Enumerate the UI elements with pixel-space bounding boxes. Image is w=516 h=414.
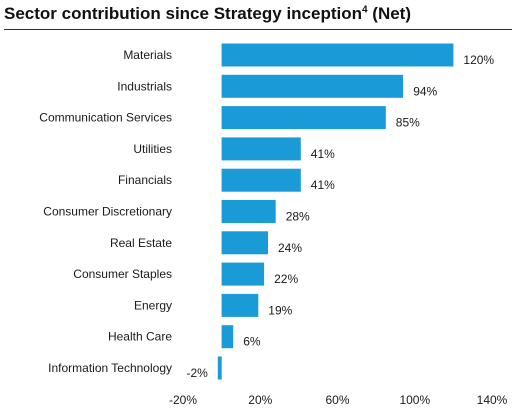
bar-consumer-discretionary [221, 200, 276, 223]
bar-utilities [221, 137, 301, 161]
value-label-utilities: 41% [311, 147, 335, 161]
x-tick-label: -20% [169, 393, 197, 407]
bar-communication-services [221, 106, 386, 130]
category-label-real-estate: Real Estate [110, 236, 172, 250]
x-tick-label: 140% [477, 393, 508, 407]
value-label-real-estate: 24% [278, 241, 302, 255]
value-label-consumer-discretionary: 28% [286, 210, 310, 224]
category-label-industrials: Industrials [117, 79, 172, 93]
bar-consumer-staples [221, 262, 265, 286]
value-label-health-care: 6% [243, 335, 261, 349]
category-label-energy: Energy [134, 298, 172, 312]
title-rule [4, 29, 512, 30]
chart-title-suffix: (Net) [367, 4, 412, 23]
bar-materials [221, 43, 454, 67]
value-label-industrials: 94% [413, 84, 437, 98]
value-labels-layer: 120% 94% 85% 41% 41% 28% 24% 22% 19% 6% -2% [186, 53, 494, 380]
category-label-health-care: Health Care [108, 330, 172, 344]
category-label-information-technology: Information Technology [48, 361, 172, 375]
category-label-consumer-staples: Consumer Staples [73, 267, 172, 281]
x-axis: -20% 20% 60% 100% 140% [169, 393, 508, 407]
value-label-materials: 120% [463, 53, 494, 67]
bar-energy [221, 293, 259, 317]
value-label-consumer-staples: 22% [274, 272, 298, 286]
chart-title: Sector contribution since Strategy incep… [4, 4, 411, 24]
value-label-information-technology: -2% [186, 366, 208, 380]
x-tick-label: 60% [325, 393, 349, 407]
category-label-communication-services: Communication Services [39, 111, 172, 125]
bar-health-care [221, 325, 234, 349]
bar-financials [221, 168, 301, 192]
category-label-utilities: Utilities [133, 142, 172, 156]
category-labels-layer: Materials Industrials Communication Servic… [39, 48, 172, 375]
category-label-financials: Financials [118, 173, 172, 187]
bar-real-estate [221, 231, 268, 255]
category-label-consumer-discretionary: Consumer Discretionary [43, 205, 172, 219]
bar-information-technology [217, 356, 222, 380]
x-tick-label: 20% [248, 393, 272, 407]
chart-title-footnote-marker: 4 [362, 4, 368, 16]
chart-title-text: Sector contribution since Strategy incep… [4, 4, 362, 23]
value-label-energy: 19% [268, 303, 292, 317]
bars-layer [217, 43, 454, 380]
x-tick-label: 100% [399, 393, 430, 407]
category-label-materials: Materials [123, 48, 172, 62]
bar-industrials [221, 74, 404, 98]
value-label-financials: 41% [311, 178, 335, 192]
value-label-communication-services: 85% [396, 116, 420, 130]
